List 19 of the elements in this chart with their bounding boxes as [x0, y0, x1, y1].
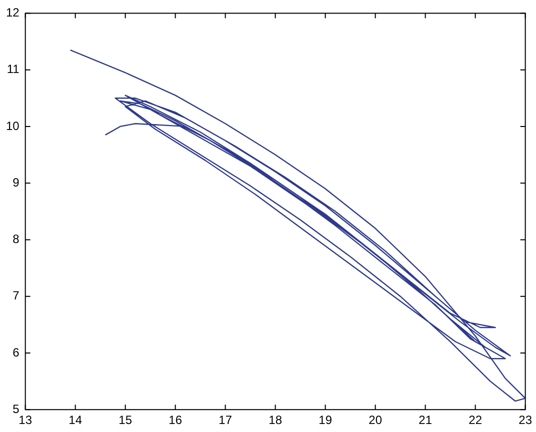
y-tick-label: 8 [12, 232, 20, 246]
x-tick-label: 14 [68, 413, 82, 428]
y-tick-label: 9 [12, 175, 20, 190]
y-tick-label: 5 [12, 402, 20, 416]
y-tick-label: 6 [12, 345, 20, 360]
x-tick-label: 18 [268, 413, 282, 428]
x-tick-label: 21 [418, 413, 432, 428]
x-tick-label: 16 [168, 413, 182, 428]
y-tick-label: 12 [6, 6, 20, 20]
y-tick-label: 10 [6, 118, 20, 133]
x-tick-label: 15 [118, 413, 132, 428]
x-tick-label: 17 [218, 413, 232, 428]
x-tick-label: 19 [318, 413, 332, 428]
x-tick-label: 23 [518, 413, 532, 428]
y-tick-label: 7 [12, 288, 20, 303]
x-tick-label: 13 [18, 413, 32, 428]
x-tick-label: 20 [368, 413, 382, 428]
y-tick-label: 11 [6, 62, 20, 76]
x-tick-label: 22 [468, 413, 482, 428]
